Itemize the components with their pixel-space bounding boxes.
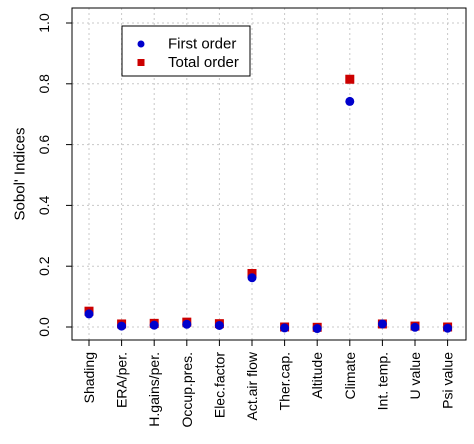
x-tick-label: Shading [81, 352, 97, 403]
x-tick-label: Climate [342, 352, 358, 400]
point-first-order [410, 322, 420, 332]
y-tick-label: 0.2 [36, 256, 52, 276]
point-first-order [182, 319, 192, 329]
y-tick-label: 0.6 [36, 135, 52, 155]
y-tick-label: 0.4 [36, 195, 52, 215]
point-first-order [214, 320, 224, 330]
point-total-order [345, 74, 355, 84]
legend-marker-first-order [137, 40, 145, 48]
x-tick-label: Elec.factor [211, 352, 227, 418]
x-tick-label: Ther.cap. [277, 352, 293, 410]
legend-label-first-order: First order [168, 36, 236, 53]
x-tick-label: Psi value [440, 352, 456, 409]
point-first-order [312, 324, 322, 334]
point-first-order [84, 309, 94, 319]
legend-box [121, 25, 251, 77]
y-axis: 0.0 0.2 0.4 0.6 0.8 1.0 [36, 13, 72, 337]
point-first-order [247, 273, 257, 283]
y-axis-label: Sobol' Indices [12, 128, 29, 221]
legend-label-total-order: Total order [168, 54, 239, 71]
point-first-order [345, 96, 355, 106]
legend: First order Total order [121, 25, 251, 77]
point-first-order [149, 320, 159, 330]
legend-marker-total-order [137, 59, 145, 66]
x-tick-label: H.gains/per. [146, 352, 162, 427]
point-first-order [280, 323, 290, 333]
x-tick-label: Altitude [309, 352, 325, 399]
point-first-order [117, 321, 127, 331]
x-tick-label: U value [407, 352, 423, 400]
x-axis: Shading ERA/per. H.gains/per. Occup.pres. El… [81, 340, 456, 427]
y-tick-label: 0.8 [36, 74, 52, 94]
x-tick-label: ERA/per. [114, 352, 130, 408]
x-tick-label: Occup.pres. [179, 352, 195, 427]
data-points [84, 74, 453, 334]
point-first-order [377, 319, 387, 329]
x-tick-label: Act.air flow [244, 351, 260, 420]
y-tick-label: 0.0 [36, 317, 52, 337]
y-tick-label: 1.0 [36, 13, 52, 33]
plot-frame [71, 7, 467, 341]
point-first-order [443, 323, 453, 333]
x-tick-label: Int. temp. [374, 352, 390, 410]
